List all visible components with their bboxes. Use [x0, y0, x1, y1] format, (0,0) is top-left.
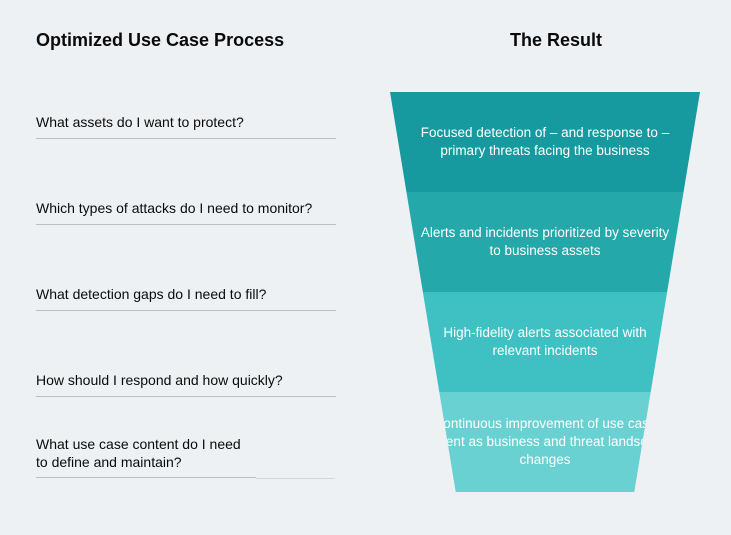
- funnel-segment-label: Continuous improvement of use case conte…: [418, 415, 672, 470]
- funnel: Focused detection of – and response to –…: [390, 92, 700, 490]
- question-item: What assets do I want to protect?: [36, 114, 336, 139]
- funnel-segment: Alerts and incidents prioritized by seve…: [390, 192, 700, 292]
- funnel-segment: Continuous improvement of use case conte…: [390, 392, 700, 492]
- funnel-segment-label: High-fidelity alerts associated with rel…: [418, 324, 672, 360]
- funnel-segment-label: Focused detection of – and response to –…: [418, 124, 672, 160]
- funnel-segment: High-fidelity alerts associated with rel…: [390, 292, 700, 392]
- question-item: What detection gaps do I need to fill?: [36, 286, 336, 311]
- heading-right: The Result: [510, 30, 602, 51]
- heading-left: Optimized Use Case Process: [36, 30, 284, 51]
- question-item: Which types of attacks do I need to moni…: [36, 200, 336, 225]
- question-item: What use case content do I need to defin…: [36, 436, 256, 478]
- infographic-container: Optimized Use Case Process The Result Wh…: [0, 0, 731, 535]
- funnel-segment-label: Alerts and incidents prioritized by seve…: [418, 224, 672, 260]
- funnel-segment: Focused detection of – and response to –…: [390, 92, 700, 192]
- question-item: How should I respond and how quickly?: [36, 372, 336, 397]
